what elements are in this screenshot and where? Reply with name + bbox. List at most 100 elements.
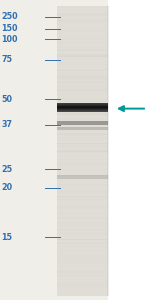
Text: 20: 20 (2, 183, 13, 192)
Bar (57, 258, 108, 259)
Bar (57, 196, 108, 198)
Bar (57, 257, 108, 258)
Bar (57, 166, 108, 167)
Text: 100: 100 (2, 34, 18, 43)
Bar (57, 27, 108, 28)
Bar (57, 169, 108, 170)
Bar (57, 109, 108, 110)
Bar (57, 281, 108, 282)
Bar (57, 159, 108, 160)
Bar (57, 225, 108, 226)
Bar (57, 56, 108, 57)
Bar (57, 6, 108, 296)
Bar (57, 223, 108, 224)
Bar (57, 100, 108, 101)
Bar (57, 200, 108, 201)
Bar (57, 166, 108, 167)
Bar (57, 283, 108, 284)
Bar (57, 41, 108, 43)
Bar (57, 110, 108, 111)
Bar (57, 28, 108, 29)
Bar (57, 40, 108, 41)
Bar (57, 184, 108, 185)
Bar (57, 41, 108, 43)
Bar (57, 251, 108, 252)
Bar (57, 232, 108, 233)
Bar (57, 163, 108, 164)
Bar (57, 283, 108, 284)
Bar (57, 23, 108, 24)
Bar (57, 139, 108, 140)
Bar (57, 151, 108, 152)
Bar (57, 36, 108, 37)
Bar (57, 241, 108, 242)
Bar (57, 157, 108, 158)
Bar (57, 98, 108, 99)
Bar (57, 13, 108, 14)
Bar (57, 76, 108, 77)
Bar (57, 69, 108, 70)
Bar (57, 79, 108, 80)
Bar (57, 238, 108, 240)
Bar (57, 131, 108, 132)
Bar (57, 11, 108, 12)
Bar (57, 54, 108, 55)
Bar (57, 246, 108, 247)
Bar (57, 56, 108, 57)
Bar (57, 195, 108, 196)
Bar (57, 38, 108, 40)
Bar (57, 259, 108, 260)
Bar (57, 20, 108, 21)
Bar (57, 14, 108, 16)
Bar (57, 123, 108, 124)
Bar (57, 127, 108, 128)
Bar (57, 177, 108, 178)
Bar (57, 175, 108, 178)
Bar (57, 113, 108, 114)
Bar (57, 206, 108, 207)
Bar (57, 88, 108, 90)
Bar (57, 182, 108, 183)
Bar (57, 239, 108, 240)
Text: 150: 150 (2, 24, 18, 33)
Bar (57, 86, 108, 87)
Bar (57, 83, 108, 84)
Bar (57, 190, 108, 191)
Bar (57, 5, 108, 6)
Bar (57, 151, 108, 152)
Bar (57, 285, 108, 286)
Bar (57, 128, 108, 129)
Bar (57, 49, 108, 50)
Bar (57, 119, 108, 120)
Bar (57, 233, 108, 234)
Bar (57, 113, 108, 115)
Bar (57, 250, 108, 252)
Bar (57, 203, 108, 205)
Bar (57, 143, 108, 144)
Bar (57, 114, 108, 116)
Bar (57, 127, 108, 130)
Bar (57, 229, 108, 230)
Bar (57, 156, 108, 157)
Bar (57, 254, 108, 256)
Bar (57, 173, 108, 174)
Bar (57, 242, 108, 244)
Text: 50: 50 (2, 94, 12, 103)
Bar (57, 103, 108, 104)
Text: 250: 250 (2, 12, 18, 21)
Bar (57, 79, 108, 80)
Bar (57, 81, 108, 83)
Bar (57, 80, 108, 81)
Bar (57, 59, 108, 61)
Bar (57, 223, 108, 224)
Bar (57, 290, 108, 291)
Bar (57, 242, 108, 243)
Bar (57, 78, 108, 79)
Bar (57, 20, 108, 21)
Bar (57, 6, 108, 7)
Bar (57, 137, 108, 139)
Bar (57, 286, 108, 287)
Bar (57, 54, 108, 56)
Bar (57, 172, 108, 174)
Bar (57, 14, 108, 15)
